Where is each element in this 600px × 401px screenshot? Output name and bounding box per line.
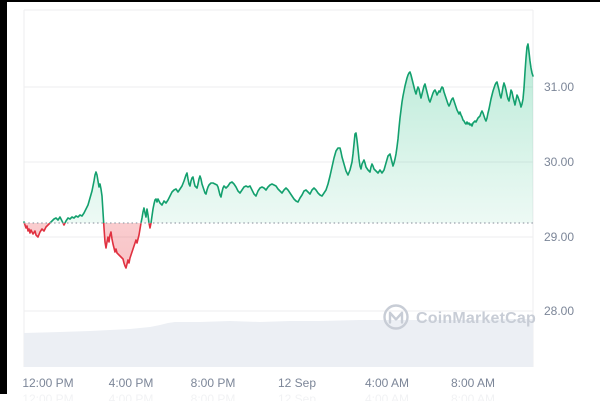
screenshot-border-left [0,0,7,394]
x-axis-label-8pm: 8:00 PM [190,376,236,390]
x-axis-label-4am: 4:00 AM [364,376,410,390]
coinmarketcap-logo-icon [383,304,409,330]
x-axis-ghost-label: 8:00 PM [190,392,236,401]
y-axis-label-29: 29.00 [544,230,575,244]
volume-area [24,319,533,367]
y-axis-label-30: 30.00 [544,155,575,169]
x-axis-label-8am: 8:00 AM [450,376,496,390]
y-axis-label-28: 28.00 [544,304,575,318]
watermark-text: CoinMarketCap [416,310,536,327]
x-axis-ghost-label: 12:00 PM [22,392,74,401]
price-area-fills [24,44,533,268]
coinmarketcap-watermark: CoinMarketCap [383,304,536,330]
x-axis-ghost-label: 4:00 AM [364,392,410,401]
x-axis-label-4pm: 4:00 PM [108,376,154,390]
screenshot-border-top [0,0,600,2]
price-line [23,43,534,269]
x-axis-label-12sep: 12 Sep [277,376,317,390]
x-axis-ghost-label: 8:00 AM [450,392,496,401]
x-axis-ghost-label: 12 Sep [277,392,317,401]
y-axis-label-31: 31.00 [544,80,575,94]
x-axis-label-12pm: 12:00 PM [22,376,74,390]
x-axis-ghost-label: 4:00 PM [108,392,154,401]
